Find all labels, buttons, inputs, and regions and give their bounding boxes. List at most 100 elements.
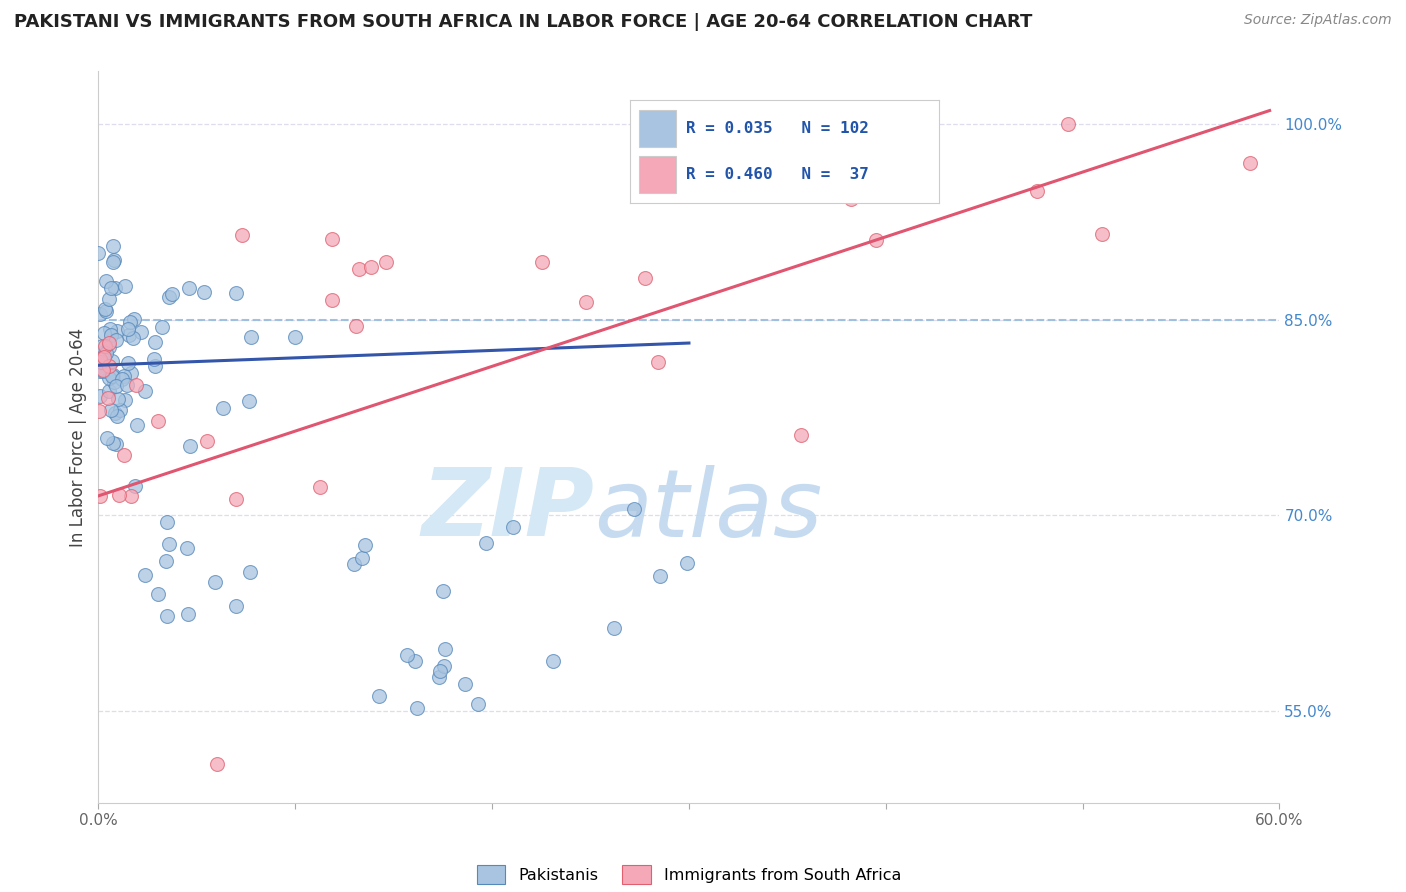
Text: PAKISTANI VS IMMIGRANTS FROM SOUTH AFRICA IN LABOR FORCE | AGE 20-64 CORRELATION: PAKISTANI VS IMMIGRANTS FROM SOUTH AFRIC… bbox=[14, 13, 1032, 31]
Point bbox=[238, 394, 260, 409]
Point bbox=[112, 448, 135, 462]
Point bbox=[156, 515, 179, 529]
Point bbox=[347, 262, 370, 277]
Point bbox=[98, 340, 121, 354]
Point bbox=[98, 371, 121, 385]
Point bbox=[177, 281, 200, 295]
Point bbox=[117, 356, 139, 370]
Point bbox=[101, 255, 124, 269]
Point bbox=[475, 535, 498, 549]
Text: ZIP: ZIP bbox=[422, 464, 595, 557]
Point bbox=[120, 366, 142, 380]
Point bbox=[89, 489, 111, 503]
Point bbox=[350, 551, 373, 566]
Point bbox=[101, 354, 124, 368]
Point bbox=[321, 232, 343, 246]
Point bbox=[107, 392, 129, 406]
Text: atlas: atlas bbox=[595, 465, 823, 556]
Point bbox=[396, 648, 419, 662]
Point bbox=[143, 359, 166, 374]
Point bbox=[104, 406, 127, 420]
Point bbox=[195, 434, 218, 448]
Point bbox=[93, 345, 115, 359]
Point bbox=[97, 391, 120, 405]
Point bbox=[89, 389, 111, 403]
Point bbox=[134, 384, 156, 399]
Point bbox=[100, 369, 122, 384]
Point bbox=[90, 355, 112, 369]
Point bbox=[96, 431, 118, 445]
Point bbox=[120, 315, 142, 329]
Point bbox=[179, 439, 201, 453]
Point bbox=[865, 233, 887, 247]
Point bbox=[368, 690, 391, 704]
Point bbox=[541, 654, 564, 668]
Point bbox=[212, 401, 235, 416]
Bar bbox=[640, 110, 676, 146]
Point bbox=[93, 350, 115, 364]
Point bbox=[231, 228, 253, 243]
Point bbox=[405, 701, 427, 715]
Point bbox=[134, 568, 156, 582]
Point bbox=[104, 333, 127, 347]
Point bbox=[143, 335, 166, 350]
Point bbox=[111, 372, 134, 386]
Bar bbox=[640, 156, 676, 193]
Point bbox=[1239, 156, 1261, 170]
Point bbox=[98, 335, 121, 350]
Point bbox=[205, 756, 228, 771]
Point bbox=[89, 307, 111, 321]
Point bbox=[790, 428, 813, 442]
Point bbox=[150, 320, 173, 334]
Point bbox=[650, 568, 672, 582]
Point bbox=[103, 376, 125, 390]
Point bbox=[432, 584, 454, 599]
Point bbox=[502, 520, 524, 534]
Point bbox=[131, 325, 153, 339]
Point bbox=[155, 553, 177, 567]
Point bbox=[143, 351, 166, 366]
Point bbox=[157, 289, 180, 303]
Point bbox=[239, 566, 262, 580]
Point bbox=[193, 285, 215, 300]
Point bbox=[672, 117, 695, 131]
Point bbox=[177, 607, 200, 621]
Point bbox=[309, 480, 332, 494]
Point bbox=[634, 270, 657, 285]
Point bbox=[89, 351, 111, 366]
Point bbox=[159, 537, 181, 551]
Point bbox=[344, 318, 367, 333]
Point bbox=[343, 557, 366, 571]
Point bbox=[94, 275, 117, 289]
Point bbox=[433, 642, 456, 657]
Point bbox=[375, 254, 398, 268]
Point bbox=[841, 192, 863, 206]
Point bbox=[93, 301, 115, 316]
Point bbox=[429, 665, 451, 679]
Point bbox=[101, 368, 124, 383]
Point bbox=[433, 659, 456, 673]
Point bbox=[122, 312, 145, 326]
Point bbox=[603, 621, 626, 635]
Point bbox=[120, 489, 142, 503]
Point bbox=[146, 587, 169, 601]
Point bbox=[427, 670, 450, 684]
Point bbox=[321, 293, 343, 307]
Point bbox=[87, 404, 110, 418]
Point bbox=[89, 364, 111, 378]
Point bbox=[100, 281, 122, 295]
Point bbox=[623, 501, 645, 516]
Point bbox=[1026, 185, 1049, 199]
Point bbox=[107, 488, 129, 502]
Point bbox=[105, 324, 128, 338]
Point bbox=[105, 409, 128, 423]
Point bbox=[467, 697, 489, 711]
Point bbox=[98, 384, 121, 399]
Text: R = 0.035   N = 102: R = 0.035 N = 102 bbox=[686, 120, 869, 136]
Y-axis label: In Labor Force | Age 20-64: In Labor Force | Age 20-64 bbox=[69, 327, 87, 547]
Point bbox=[675, 556, 697, 570]
Point bbox=[93, 326, 115, 340]
Point bbox=[97, 292, 120, 306]
Point bbox=[91, 363, 114, 377]
Point bbox=[225, 599, 247, 613]
